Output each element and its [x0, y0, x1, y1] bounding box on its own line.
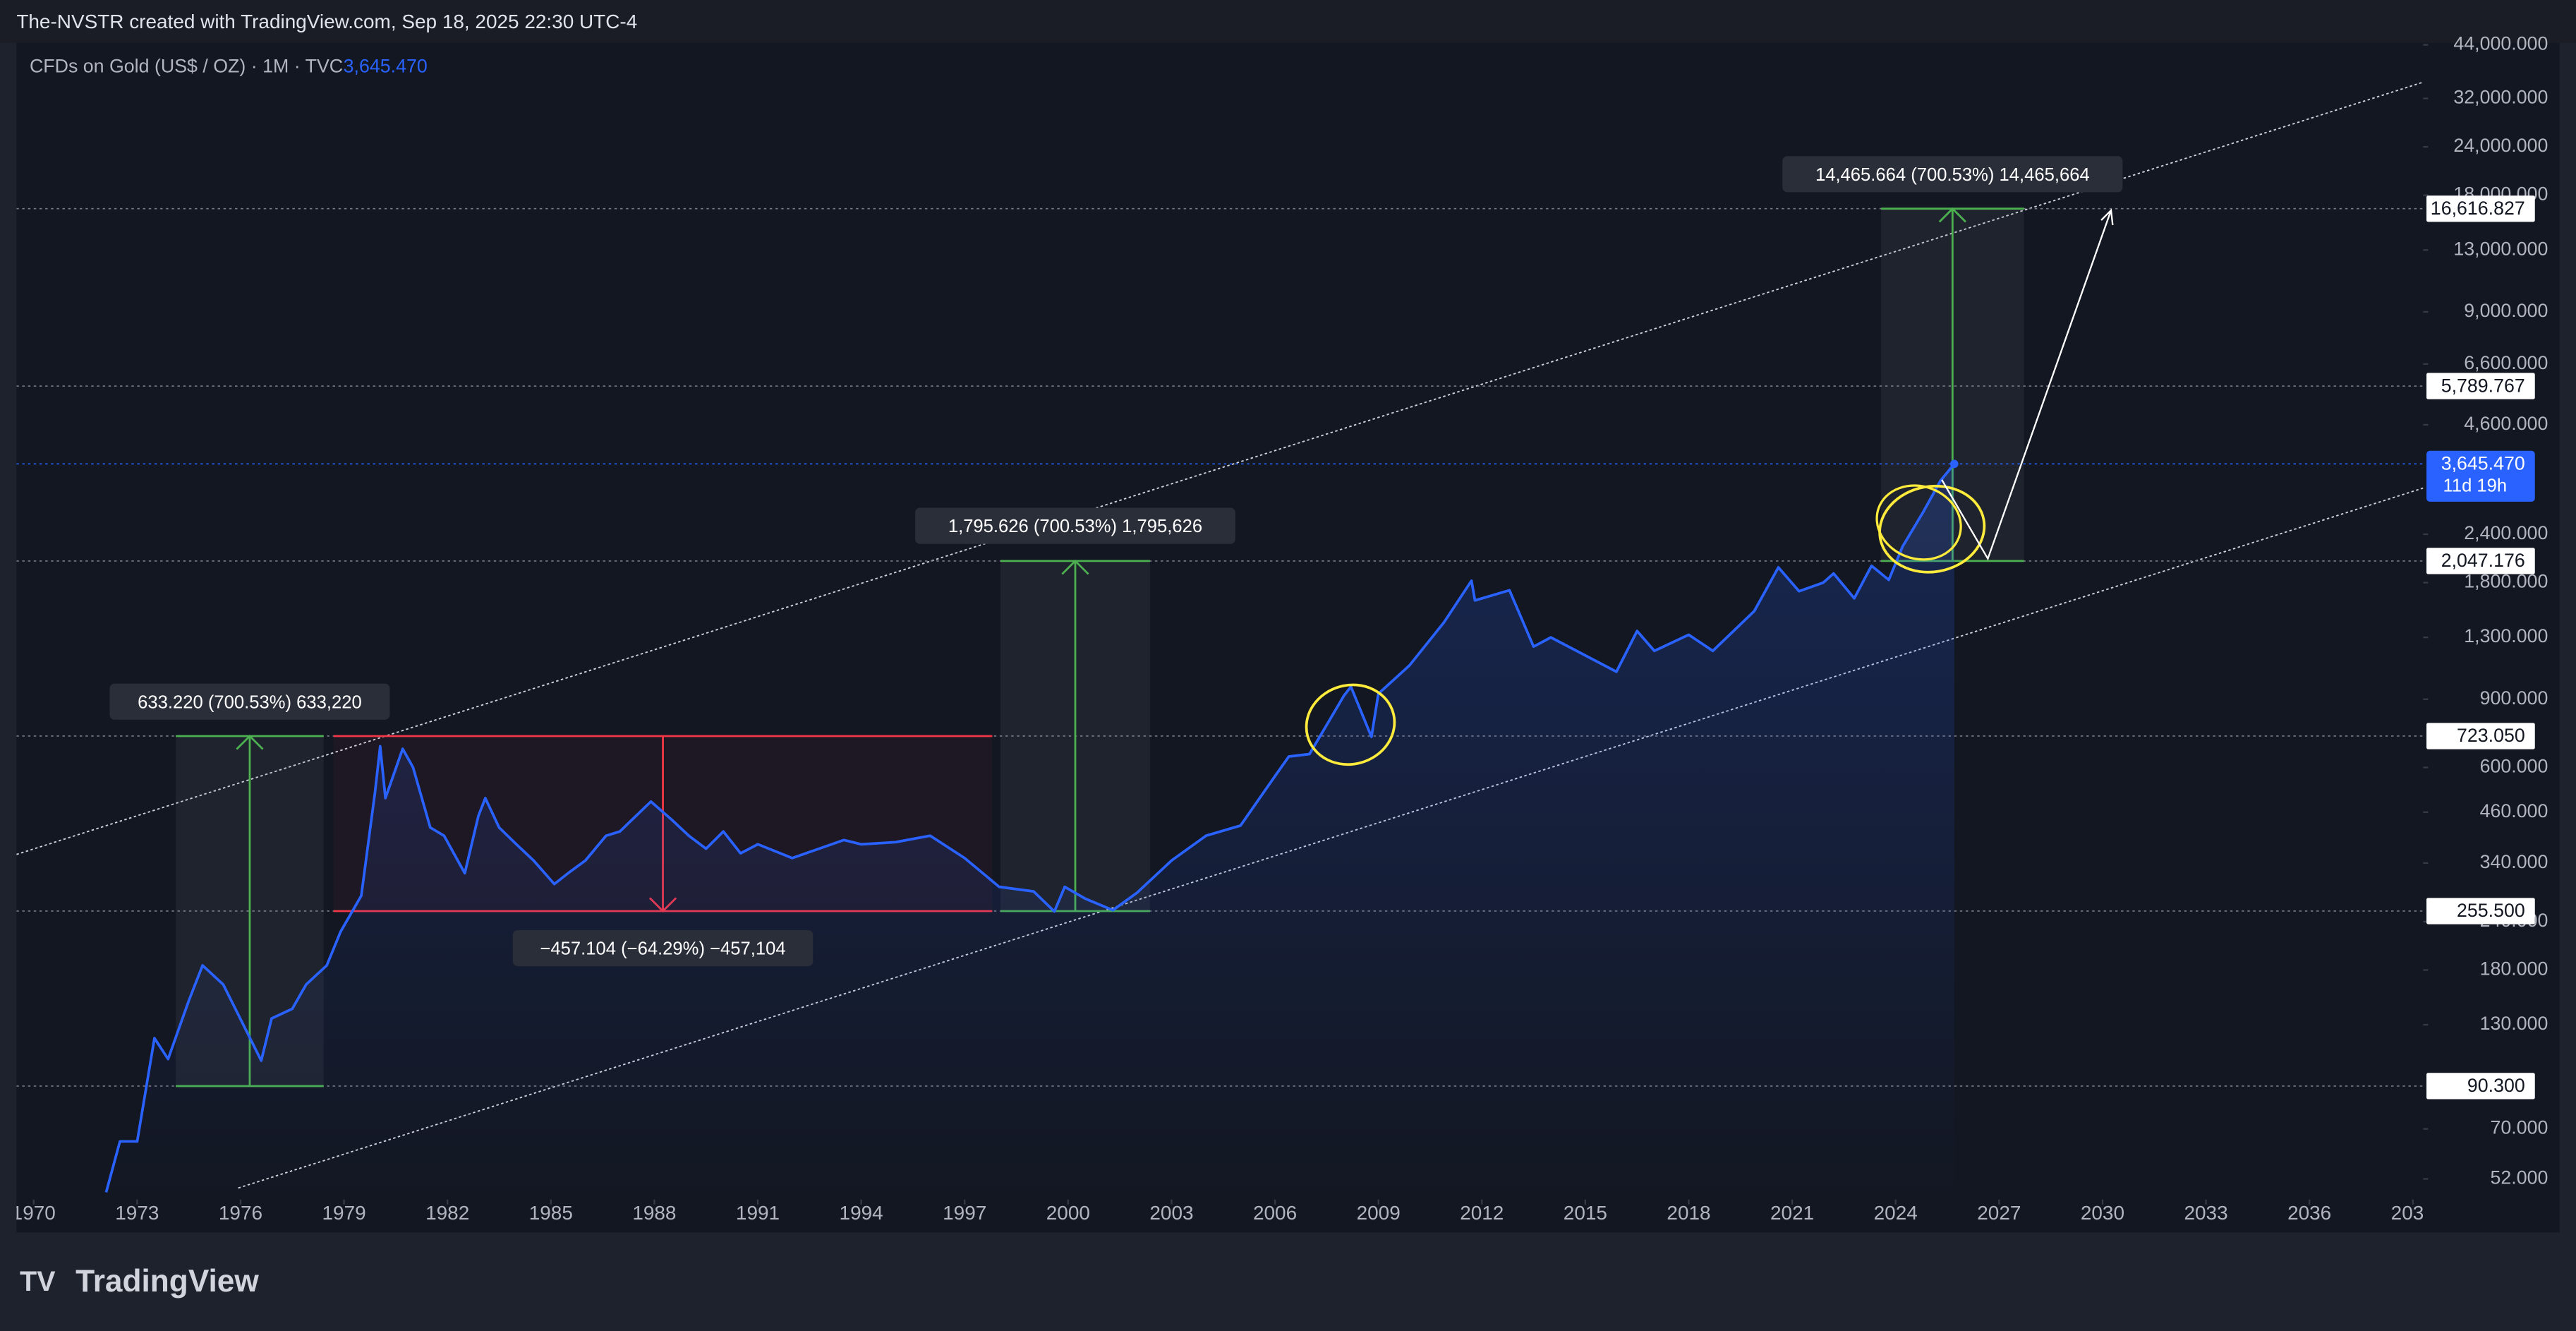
y-tick-label: 2,400.000 [2464, 522, 2548, 543]
x-tick-label: 2009 [1357, 1202, 1401, 1224]
level-label: 90.300 [2467, 1075, 2525, 1096]
price-line [104, 463, 1956, 1193]
x-tick-label: 2006 [1253, 1202, 1297, 1224]
brand: TradingView [75, 1264, 259, 1299]
x-tick-label: 1985 [529, 1202, 573, 1224]
measure-arrowhead [1938, 207, 1966, 223]
level-box [2426, 723, 2535, 749]
x-tick-label: 1970 [12, 1202, 56, 1224]
x-tick-label: 1979 [322, 1202, 366, 1224]
level-box [2426, 548, 2535, 574]
footer-logo: TV TradingView [20, 1264, 259, 1299]
y-tick-label: 6,600.000 [2464, 352, 2548, 373]
y-tick-label: 1,300.000 [2464, 625, 2548, 646]
highlight-circle [1305, 683, 1396, 766]
price-tag [2426, 450, 2535, 502]
measure-label-box [512, 929, 814, 967]
x-tick-label: 2027 [1977, 1202, 2021, 1224]
level-label: 2,047.176 [2441, 550, 2525, 571]
y-tick-label: 130.000 [2480, 1013, 2548, 1034]
x-tick-label: 1988 [632, 1202, 676, 1224]
x-tick-label: 1973 [115, 1202, 159, 1224]
level-label: 723.050 [2457, 725, 2525, 746]
measure-label-box [1782, 156, 2123, 193]
y-tick-label: 1,800.000 [2464, 571, 2548, 592]
measure-label: 633.220 (700.53%) 633,220 [138, 692, 362, 712]
x-tick-label: 2021 [1770, 1202, 1814, 1224]
plot-layer: 1970 1973 1976 1979 1982 1985 1988 1991 1994 1997… [12, 207, 2435, 1224]
x-tick-label: 2012 [1460, 1202, 1504, 1224]
header-text: The-NVSTR created with TradingView.com, … [16, 11, 637, 32]
x-tick-label: 2015 [1564, 1202, 1607, 1224]
x-tick-label: 1994 [840, 1202, 883, 1224]
x-tick-label: 1997 [943, 1202, 986, 1224]
level-box [2426, 898, 2535, 925]
projection-arrowhead [2100, 208, 2114, 226]
measure-label: 14,465.664 (700.53%) 14,465,664 [1815, 165, 2090, 185]
y-tick-label: 32,000.000 [2453, 87, 2548, 108]
measure-arrowhead [1061, 559, 1089, 575]
x-tick-label: 2030 [2081, 1202, 2124, 1224]
x-tick-label: 2036 [2287, 1202, 2331, 1224]
measure-label: 1,795.626 (700.53%) 1,795,626 [948, 517, 1202, 536]
x-tick-label: 1991 [736, 1202, 780, 1224]
y-tick-label: 900.000 [2480, 687, 2548, 709]
legend-price: 3,645.470 [344, 56, 428, 77]
y-tick-label: 180.000 [2480, 958, 2548, 980]
x-tick-label: 1976 [219, 1202, 262, 1224]
x-tick-label: 2000 [1046, 1202, 1090, 1224]
x-tick-label: 2024 [1874, 1202, 1918, 1224]
y-tick-label: 70.000 [2491, 1117, 2548, 1138]
x-tick-label: 2003 [1149, 1202, 1193, 1224]
logo-mark: TV [20, 1266, 56, 1297]
x-tick-label: 1982 [425, 1202, 469, 1224]
level-label: 5,789.767 [2441, 375, 2525, 396]
drawings [16, 81, 2424, 1189]
y-tick-label: 460.000 [2480, 800, 2548, 821]
y-tick-label: 600.000 [2480, 756, 2548, 777]
measure-label-box [109, 683, 390, 720]
level-label: 255.500 [2457, 900, 2525, 921]
price-tag-countdown: 11d 19h [2443, 476, 2507, 496]
y-tick-label: 4,600.000 [2464, 413, 2548, 434]
y-tick-label: 44,000.000 [2453, 33, 2548, 54]
last-point [1949, 459, 1959, 469]
y-tick-label: 340.000 [2480, 851, 2548, 872]
projection-arrow [1941, 210, 2112, 561]
legend-title: CFDs on Gold (US$ / OZ) · 1M · TVC [30, 56, 343, 77]
highlight-circle [1875, 484, 1962, 561]
header-bar [0, 0, 2576, 43]
price-area [106, 464, 1954, 1200]
measure-label-box [915, 507, 1235, 544]
annotations [1305, 208, 2114, 766]
measure-arrowhead [236, 735, 264, 750]
y-tick-label: 13,000.000 [2453, 238, 2548, 259]
level-box [2426, 1073, 2535, 1100]
y-tick-label: 24,000.000 [2453, 135, 2548, 156]
y-tick-label: 52.000 [2491, 1167, 2548, 1188]
level-box [2426, 195, 2535, 222]
x-tick-label: 2018 [1667, 1202, 1710, 1224]
measure-label: −457.104 (−64.29%) −457,104 [540, 939, 785, 959]
level-box [2426, 373, 2535, 399]
channel-upper [16, 81, 2424, 855]
level-label: 16,616.827 [2431, 198, 2525, 219]
x-tick-label: 2033 [2184, 1202, 2227, 1224]
y-tick-label: 9,000.000 [2464, 300, 2548, 321]
price-tag-value: 3,645.470 [2441, 453, 2525, 474]
x-tick-label: 2039 [2391, 1202, 2435, 1224]
